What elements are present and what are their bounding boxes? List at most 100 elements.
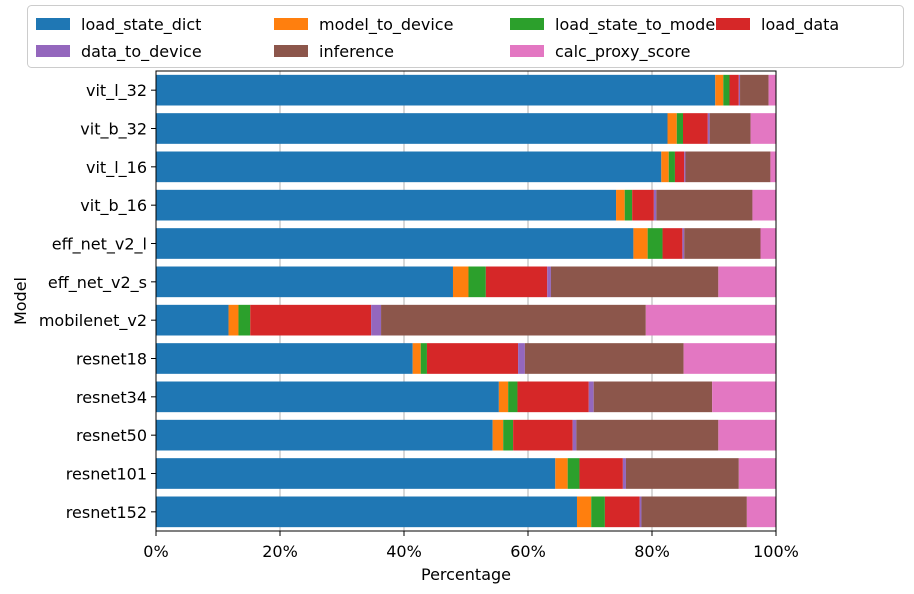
bar-segment-calc_proxy_score [718,419,776,451]
bar-segment-inference [685,151,771,183]
y-tick-label: eff_net_v2_s [48,273,147,293]
bar-segment-load_state_to_model [624,189,633,221]
legend-swatch-inference [274,45,308,57]
bar-segment-model_to_device [667,113,677,144]
x-tick-label: 40% [386,542,422,561]
bar-segment-load_state_to_model [723,74,730,106]
legend-label-load_state_dict: load_state_dict [81,15,201,35]
y-tick-label: vit_l_32 [86,81,147,101]
bar-segment-calc_proxy_score [770,151,776,183]
bar-segment-inference [684,228,761,259]
bar-segment-data_to_device [682,228,685,259]
bar-segment-model_to_device [576,496,592,528]
bar-segment-load_state_to_model [668,151,675,183]
bar-segment-model_to_device [452,266,469,298]
bar-segment-load_state_to_model [503,419,514,451]
bar-segment-calc_proxy_score [750,113,776,144]
bar-segment-load_state_dict [156,381,499,413]
plot-frame [155,70,777,532]
bar-segment-load_data [517,381,589,413]
y-tick-label: vit_b_16 [80,196,147,216]
bar-segment-load_data [604,496,640,528]
y-tick-label: resnet152 [66,503,147,522]
bar-segment-load_state_to_model [238,304,251,336]
bar-segment-calc_proxy_score [718,266,776,298]
bar-segment-data_to_device [572,419,577,451]
bar-segment-calc_proxy_score [768,74,776,106]
bars [156,74,776,528]
x-axis-title: Percentage [421,565,511,584]
bar-segment-load_state_to_model [567,458,580,489]
bar-segment-data_to_device [738,74,741,106]
x-tick-labels: 0% 20% 40% 60% 80% 100% [143,531,799,561]
bar-segment-inference [709,113,751,144]
y-tick-label: resnet101 [66,465,147,484]
bar-segment-data_to_device [684,151,686,183]
bar-segment-load_data [426,343,519,374]
bar-segment-load_state_to_model [468,266,486,298]
bar-segment-load_data [632,189,654,221]
bar-segment-model_to_device [715,74,724,106]
bar-segment-load_state_to_model [591,496,605,528]
x-tick-label: 100% [753,542,799,561]
legend-label-data_to_device: data_to_device [81,42,202,62]
bar-segment-load_state_to_model [647,228,663,259]
bar-segment-inference [656,189,753,221]
bar-segment-model_to_device [412,343,421,374]
legend-box [27,5,904,68]
y-tick-label: eff_net_v2_l [52,235,147,255]
y-tick-label: resnet50 [76,426,147,445]
bar-segment-model_to_device [228,304,239,336]
bar-segment-load_state_dict [156,74,716,106]
bar-segment-calc_proxy_score [760,228,776,259]
bar-segment-data_to_device [371,304,382,336]
bar-segment-load_data [729,74,739,106]
bar-segment-load_state_dict [156,228,634,259]
legend-label-load_data: load_data [761,15,839,35]
legend-label-calc_proxy_score: calc_proxy_score [555,42,690,62]
bar-segment-data_to_device [639,496,642,528]
y-tick-label: vit_b_32 [80,120,147,140]
bar-segment-load_data [662,228,683,259]
bar-segment-calc_proxy_score [738,458,776,489]
bar-segment-model_to_device [633,228,648,259]
x-tick-label: 20% [262,542,298,561]
legend-label-inference: inference [319,42,394,61]
bar-segment-calc_proxy_score [645,304,776,336]
y-tick-label: resnet34 [76,388,147,407]
bar-segment-load_state_to_model [420,343,427,374]
bar-segment-inference [576,419,719,451]
bar-segment-data_to_device [547,266,551,298]
x-tick-label: 0% [143,542,168,561]
bar-segment-load_state_dict [156,419,493,451]
bar-segment-load_data [683,113,708,144]
bar-segment-load_data [674,151,685,183]
bar-segment-load_data [485,266,548,298]
legend-swatch-load_state_dict [36,18,70,30]
bar-segment-load_data [250,304,372,336]
bar-segment-data_to_device [518,343,525,374]
bar-segment-load_state_dict [156,189,617,221]
x-tick-label: 60% [510,542,546,561]
bar-segment-inference [625,458,739,489]
bar-segment-data_to_device [707,113,710,144]
bar-segment-calc_proxy_score [712,381,776,413]
y-tick-label: resnet18 [76,350,147,369]
bar-segment-inference [381,304,646,336]
bar-segment-calc_proxy_score [683,343,776,374]
bar-segment-model_to_device [555,458,568,489]
bar-segment-data_to_device [653,189,657,221]
legend-label-model_to_device: model_to_device [319,15,453,35]
bar-segment-data_to_device [622,458,626,489]
legend-swatch-load_data [716,18,750,30]
bar-segment-load_state_dict [156,304,229,336]
bar-segment-load_state_dict [156,151,662,183]
legend-swatch-data_to_device [36,45,70,57]
bar-segment-load_data [513,419,573,451]
legend: load_state_dict model_to_device load_state… [27,5,904,68]
bar-segment-inference [524,343,684,374]
bar-segment-load_state_dict [156,496,577,528]
bar-segment-calc_proxy_score [746,496,776,528]
bar-segment-load_state_dict [156,458,556,489]
